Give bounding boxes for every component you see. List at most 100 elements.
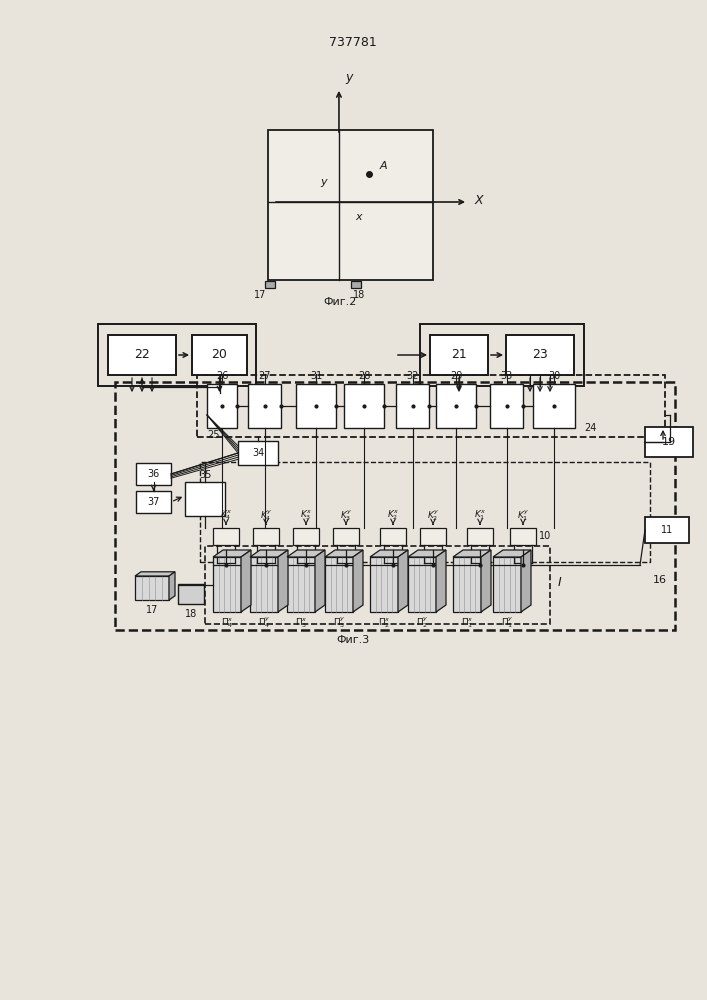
Bar (510, 528, 536, 545)
Bar (645, 427, 693, 457)
Text: 17: 17 (146, 605, 158, 615)
Bar (408, 557, 436, 612)
Polygon shape (325, 550, 363, 557)
Bar (333, 528, 359, 545)
Bar (293, 528, 319, 545)
Text: 28: 28 (358, 371, 370, 381)
Bar (205, 546, 550, 624)
Text: 18: 18 (185, 609, 197, 619)
Bar (178, 584, 204, 604)
Text: 29: 29 (450, 371, 462, 381)
Text: 23: 23 (532, 349, 548, 361)
Bar (136, 463, 171, 485)
Text: $K_4^y$: $K_4^y$ (259, 508, 272, 523)
Bar (238, 441, 278, 465)
Text: 35: 35 (199, 470, 211, 480)
Text: $K_3^x$: $K_3^x$ (300, 509, 312, 522)
Text: 26: 26 (216, 371, 228, 381)
Text: A: A (379, 161, 387, 171)
Text: Фиг.2: Фиг.2 (323, 297, 357, 307)
Text: 21: 21 (451, 349, 467, 361)
Bar (213, 557, 241, 612)
Bar (207, 384, 237, 428)
Bar (250, 557, 278, 612)
Text: $\Pi_2^y$: $\Pi_2^y$ (416, 616, 428, 630)
Polygon shape (398, 550, 408, 612)
Text: 737781: 737781 (329, 35, 377, 48)
Text: X: X (474, 194, 484, 208)
Polygon shape (493, 550, 531, 557)
Text: 22: 22 (134, 349, 150, 361)
Bar (396, 384, 429, 428)
Bar (645, 517, 689, 543)
Bar (135, 576, 169, 600)
Bar (490, 384, 523, 428)
Polygon shape (481, 550, 491, 612)
Bar (108, 335, 176, 375)
Polygon shape (135, 572, 175, 576)
Polygon shape (250, 550, 288, 557)
Polygon shape (241, 550, 251, 612)
Bar (192, 335, 247, 375)
Text: $K_1^x$: $K_1^x$ (474, 509, 486, 522)
Text: 32: 32 (407, 371, 419, 381)
Text: 11: 11 (661, 525, 673, 535)
Bar (493, 557, 521, 612)
Bar (136, 491, 171, 513)
Text: 27: 27 (258, 371, 271, 381)
Text: 36: 36 (147, 469, 160, 479)
Bar (380, 528, 406, 545)
Bar (370, 557, 398, 612)
Bar (265, 281, 275, 288)
Text: $\Pi_4^x$: $\Pi_4^x$ (221, 616, 233, 630)
Polygon shape (353, 550, 363, 612)
Polygon shape (213, 550, 251, 557)
Bar (506, 335, 574, 375)
Text: 25: 25 (206, 430, 219, 440)
Text: $K_2^y$: $K_2^y$ (427, 508, 439, 523)
Text: $\Pi_3^y$: $\Pi_3^y$ (333, 616, 345, 630)
Polygon shape (408, 550, 446, 557)
Text: 31: 31 (310, 371, 322, 381)
Text: 30: 30 (548, 371, 560, 381)
Bar (351, 281, 361, 288)
Bar (420, 528, 446, 545)
Text: 19: 19 (662, 437, 676, 447)
Bar (287, 557, 315, 612)
Bar (436, 384, 476, 428)
Polygon shape (169, 572, 175, 600)
Text: $\Pi_4^y$: $\Pi_4^y$ (257, 616, 270, 630)
Polygon shape (370, 550, 408, 557)
Text: 37: 37 (147, 497, 160, 507)
Polygon shape (315, 550, 325, 612)
Bar (213, 528, 239, 545)
Text: $\Pi_3^x$: $\Pi_3^x$ (295, 616, 308, 630)
Bar (248, 384, 281, 428)
Text: y: y (321, 177, 327, 187)
Polygon shape (521, 550, 531, 612)
Bar (453, 557, 481, 612)
Text: x: x (356, 212, 362, 222)
Text: Фиг.3: Фиг.3 (337, 635, 370, 645)
Text: $\Pi_1^y$: $\Pi_1^y$ (501, 616, 513, 630)
Text: 16: 16 (653, 575, 667, 585)
Text: $K_1^y$: $K_1^y$ (517, 508, 530, 523)
Bar (98, 324, 256, 386)
Bar (344, 384, 384, 428)
Bar (185, 482, 225, 516)
Text: 10: 10 (539, 531, 551, 541)
Text: 18: 18 (353, 290, 365, 300)
Text: 33: 33 (501, 371, 513, 381)
Text: $\Pi_2^x$: $\Pi_2^x$ (378, 616, 390, 630)
Bar (296, 384, 336, 428)
Bar (253, 528, 279, 545)
Bar (268, 130, 433, 280)
Polygon shape (436, 550, 446, 612)
Bar (200, 462, 650, 562)
Text: $K_4^x$: $K_4^x$ (220, 509, 232, 522)
Bar (430, 335, 488, 375)
Text: $\Pi_1^x$: $\Pi_1^x$ (461, 616, 474, 630)
Bar (197, 375, 665, 437)
Text: 34: 34 (252, 448, 264, 458)
Text: $K_3^y$: $K_3^y$ (340, 508, 352, 523)
